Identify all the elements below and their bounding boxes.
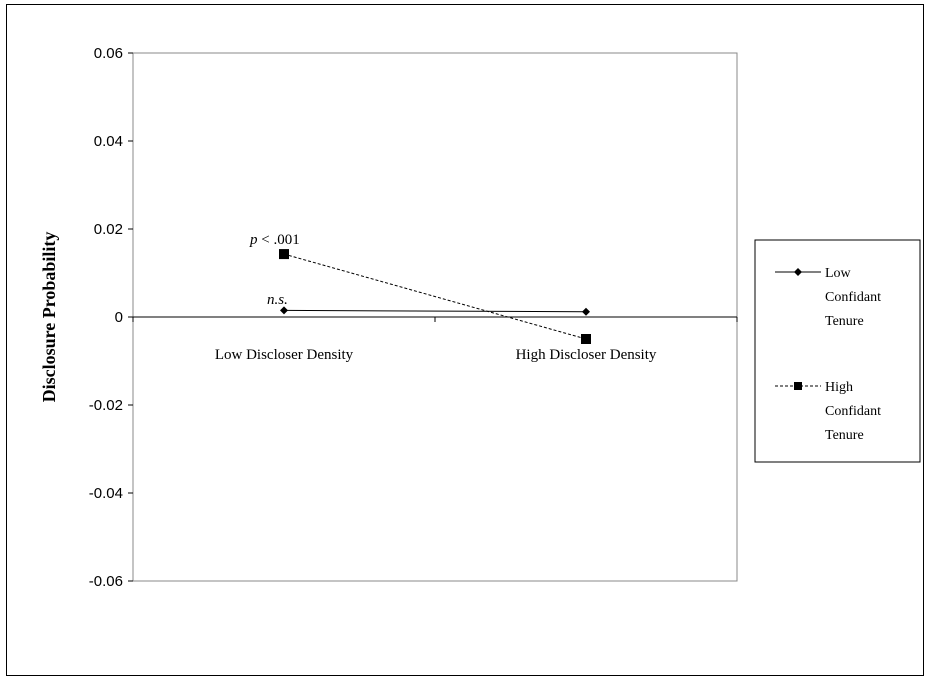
legend-high-line1: High [825,380,853,395]
legend: Low Confidant Tenure High Confidant Tenu… [754,239,921,463]
legend-diamond-marker [794,268,802,276]
y-tick-label: -0.06 [89,573,123,590]
y-tick-label: 0.02 [94,221,123,238]
legend-low-line3: Tenure [825,314,864,329]
series-layer [279,249,591,344]
legend-square-marker [794,382,802,390]
y-axis-label: Disclosure Probability [39,232,59,403]
category-labels: Low Discloser Density High Discloser Dens… [215,347,657,363]
y-tick-label: -0.02 [89,397,123,414]
ns-annotation: n.s. [267,292,288,308]
data-point-square [279,249,289,260]
legend-item-low: Low Confidant Tenure [775,266,881,329]
y-tick-label: 0.04 [94,133,123,150]
y-tick-label: -0.04 [89,485,123,502]
legend-low-line1: Low [825,266,852,281]
y-tick-label: 0 [115,309,123,326]
y-axis-ticks: 0.06 0.04 0.02 0 -0.02 -0.04 -0.06 [89,45,133,590]
series-line-high-confidant-tenure [283,253,587,340]
legend-high-line2: Confidant [825,404,881,419]
data-point-square [581,334,591,344]
category-label: High Discloser Density [516,347,657,363]
legend-box [754,239,921,463]
legend-high-line3: Tenure [825,428,864,443]
p-value-annotation: p < .001 [249,232,300,248]
data-point-diamond [582,307,590,316]
x-axis [132,316,738,322]
data-point-diamond [280,306,288,315]
chart-frame [6,4,924,676]
category-label: Low Discloser Density [215,347,354,363]
legend-low-line2: Confidant [825,290,881,305]
legend-item-high: High Confidant Tenure [775,380,881,443]
series-line-low-confidant-tenure [283,309,587,313]
y-tick-label: 0.06 [94,45,123,62]
